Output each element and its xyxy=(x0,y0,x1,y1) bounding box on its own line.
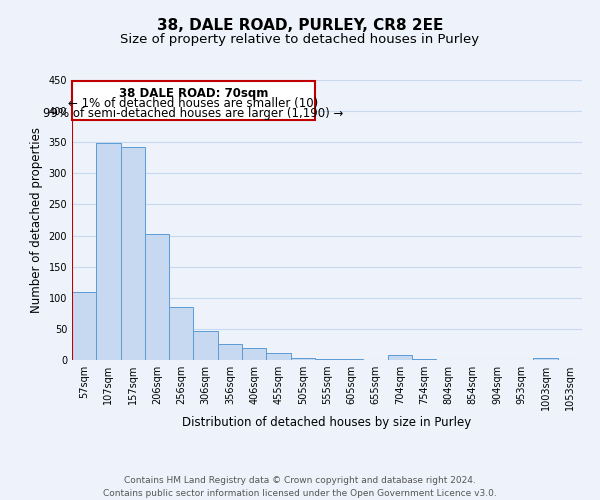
Text: 38 DALE ROAD: 70sqm: 38 DALE ROAD: 70sqm xyxy=(119,88,268,101)
Bar xyxy=(169,307,193,360)
Text: ← 1% of detached houses are smaller (10): ← 1% of detached houses are smaller (10) xyxy=(68,98,319,110)
Y-axis label: Number of detached properties: Number of detached properties xyxy=(30,127,43,313)
Bar xyxy=(533,358,558,360)
Bar xyxy=(266,353,290,360)
Bar xyxy=(193,332,218,360)
Bar xyxy=(121,146,145,360)
Bar xyxy=(290,358,315,360)
Text: Contains HM Land Registry data © Crown copyright and database right 2024.
Contai: Contains HM Land Registry data © Crown c… xyxy=(103,476,497,498)
Text: 38, DALE ROAD, PURLEY, CR8 2EE: 38, DALE ROAD, PURLEY, CR8 2EE xyxy=(157,18,443,32)
Text: Size of property relative to detached houses in Purley: Size of property relative to detached ho… xyxy=(121,32,479,46)
Text: 99% of semi-detached houses are larger (1,190) →: 99% of semi-detached houses are larger (… xyxy=(43,107,344,120)
X-axis label: Distribution of detached houses by size in Purley: Distribution of detached houses by size … xyxy=(182,416,472,429)
Bar xyxy=(72,81,315,120)
Bar xyxy=(242,348,266,360)
Bar xyxy=(388,355,412,360)
Bar xyxy=(96,144,121,360)
Bar xyxy=(218,344,242,360)
Bar xyxy=(72,292,96,360)
Bar xyxy=(145,234,169,360)
